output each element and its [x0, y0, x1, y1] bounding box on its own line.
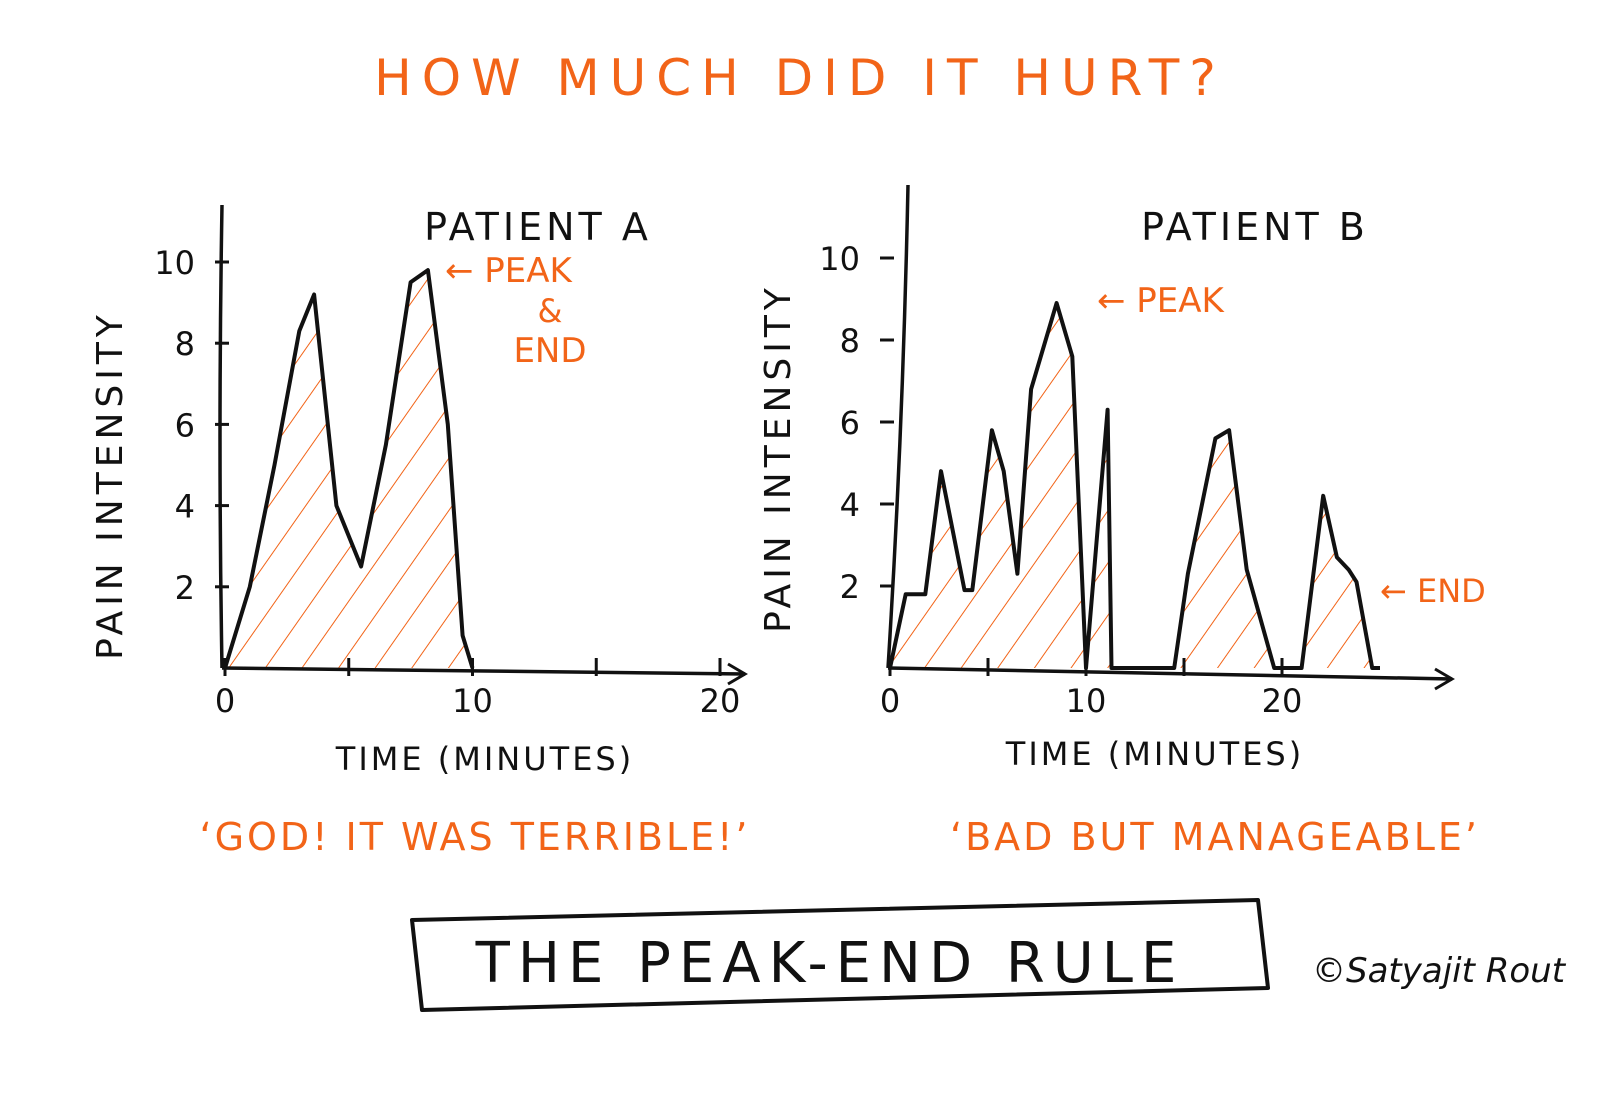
chart-b-area-fill [890, 303, 1380, 668]
chart-a-y-tick-label: 4 [175, 488, 195, 526]
chart-b-y-axis [886, 184, 910, 669]
chart-a-annotation-end: END [513, 331, 586, 371]
chart-b-y-tick-label: 6 [840, 404, 860, 442]
chart-patient-b: 2 4 6 8 10 0 10 20 PATIENT B PAIN INTENSITY TI… [758, 184, 1486, 859]
chart-b-y-axis-label: PAIN INTENSITY [758, 283, 799, 633]
chart-a-annotation-peak: ← PEAK [445, 251, 574, 291]
chart-a-series-line [223, 268, 475, 669]
chart-a-annotation-and: & [538, 292, 563, 330]
chart-b-x-tick-label: 10 [1066, 682, 1107, 720]
chart-b-y-tick-label: 8 [840, 322, 860, 360]
footer-title-box: THE PEAK-END RULE [410, 898, 1270, 1012]
chart-b-caption: ‘BAD BUT MANAGEABLE’ [950, 815, 1480, 859]
chart-b-y-tick-label: 4 [840, 486, 860, 524]
chart-b-annotation-end: ← END [1380, 572, 1486, 610]
chart-a-x-tick-label: 0 [215, 682, 235, 720]
chart-a-x-tick-label: 10 [452, 682, 493, 720]
chart-a-y-axis-label: PAIN INTENSITY [90, 310, 131, 660]
chart-a-x-axis [221, 666, 746, 676]
chart-a-y-tick-label: 6 [175, 406, 195, 444]
chart-b-x-axis-arrowhead [1434, 667, 1455, 691]
chart-a-x-tick-label: 20 [700, 682, 741, 720]
chart-a-y-tick-label: 10 [154, 244, 195, 282]
chart-b-x-tick-label: 20 [1262, 682, 1303, 720]
chart-a-y-axis [218, 204, 224, 669]
chart-a-x-axis-label: TIME (MINUTES) [335, 740, 634, 778]
chart-b-y-tick-label: 10 [819, 240, 860, 278]
chart-b-x-axis-label: TIME (MINUTES) [1005, 735, 1304, 773]
chart-b-y-tick-label: 2 [840, 568, 860, 606]
chart-b-annotation-peak: ← PEAK [1097, 281, 1226, 321]
footer-title: THE PEAK-END RULE [475, 931, 1185, 996]
chart-b-series-line [888, 301, 1380, 670]
chart-a-y-tick-label: 2 [175, 569, 195, 607]
chart-a-y-tick-label: 8 [175, 325, 195, 363]
chart-a-area-fill [225, 270, 473, 668]
chart-a-title: PATIENT A [424, 205, 652, 249]
chart-b-x-axis [887, 666, 1453, 681]
chart-a-caption: ‘GOD! IT WAS TERRIBLE!’ [200, 815, 751, 859]
chart-b-x-tick-label: 0 [880, 682, 900, 720]
chart-a-x-axis-arrowhead [727, 662, 748, 686]
chart-patient-a: 2 4 6 8 10 0 10 20 PATIENT A PAIN INTENSITY TI… [90, 204, 751, 859]
footer-box-outline [410, 898, 1270, 1012]
chart-b-title: PATIENT B [1141, 205, 1369, 249]
signature: ©Satyajit Rout [1312, 951, 1567, 991]
main-title: HOW MUCH DID IT HURT? [374, 49, 1226, 107]
